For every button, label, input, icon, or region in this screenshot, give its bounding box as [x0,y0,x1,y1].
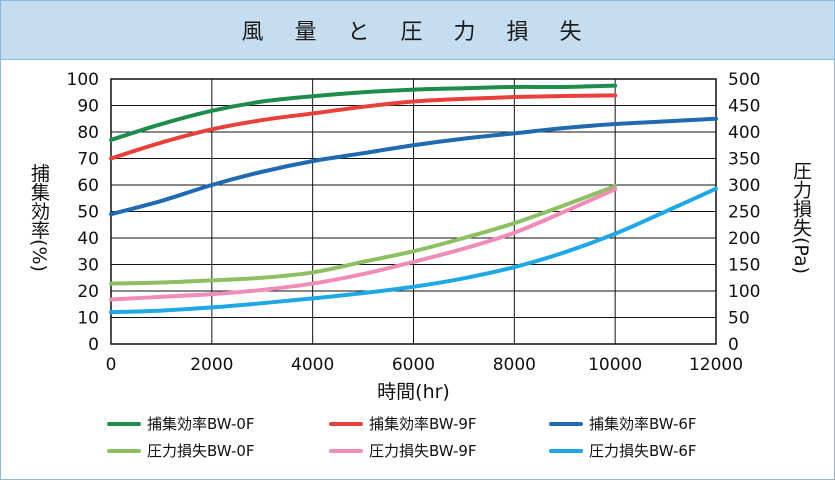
y-right-tick-label: 200 [728,229,760,249]
y-right-tick-label: 500 [728,70,760,90]
legend-item: 圧力損失BW-9F [329,442,477,460]
grid [111,79,716,344]
x-tick-label: 6000 [392,355,435,375]
series-line-5 [109,187,618,302]
legend-label: 圧力損失BW-9F [369,442,477,460]
legend-item: 圧力損失BW-0F [107,442,255,460]
chart-title: 風 量 と 圧 力 損 失 [241,20,594,45]
y-left-tick-label: 40 [77,229,99,249]
x-tick-label: 12000 [689,355,743,375]
legend-label: 圧力損失BW-6F [589,442,697,460]
y-right-axis-label: 圧力損失(Pa) [790,161,812,274]
y-right-tick-label: 100 [728,282,760,302]
legend-item: 捕集効率BW-6F [549,415,697,433]
y-right-tick-label: 150 [728,256,760,276]
legend-label: 捕集効率BW-0F [147,415,255,433]
y-left-tick-label: 10 [77,309,99,329]
legend-label: 圧力損失BW-0F [147,442,255,460]
y-left-tick-label: 70 [77,150,99,170]
series-line-6 [109,186,718,315]
y-right-tick-label: 400 [728,123,760,143]
x-ticks: 0 2000 4000 6000 8000 10000 12000 [106,355,743,375]
y-right-ticks: 0 50 100 150 200 250 300 350 400 450 500 [728,70,760,355]
y-right-tick-label: 300 [728,176,760,196]
title-bar: 風 量 と 圧 力 損 失 [1,1,834,60]
y-right-tick-label: 50 [728,309,750,329]
y-left-tick-label: 80 [77,123,99,143]
x-tick-label: 0 [106,355,117,375]
series-line-4 [109,184,618,286]
x-tick-label: 10000 [588,355,642,375]
y-left-ticks: 0 10 20 30 40 50 60 70 80 90 100 [67,70,99,355]
x-axis-label: 時間(hr) [377,381,450,403]
legend-item: 捕集効率BW-0F [107,415,255,433]
series-lines [109,83,718,315]
legend-label: 捕集効率BW-9F [369,415,477,433]
series-line-2 [109,93,618,161]
y-left-axis-label: 捕集効率(%) [28,163,50,272]
y-right-tick-label: 250 [728,203,760,223]
y-left-tick-label: 0 [88,335,99,355]
y-left-tick-label: 50 [77,203,99,223]
y-right-tick-label: 0 [728,335,739,355]
y-left-tick-label: 20 [77,282,99,302]
y-left-tick-label: 100 [67,70,99,90]
y-left-tick-label: 60 [77,176,99,196]
y-left-tick-label: 30 [77,256,99,276]
x-tick-label: 2000 [190,355,233,375]
x-tick-label: 8000 [493,355,536,375]
legend: 捕集効率BW-0F 捕集効率BW-9F 捕集効率BW-6F 圧力損失BW-0F 圧力損失… [107,415,697,460]
y-left-tick-label: 90 [77,97,99,117]
y-right-tick-label: 450 [728,97,760,117]
series-line-3 [109,116,718,217]
legend-item: 捕集効率BW-9F [329,415,477,433]
series-line-1 [109,83,618,142]
y-right-tick-label: 350 [728,150,760,170]
x-tick-label: 4000 [291,355,334,375]
legend-item: 圧力損失BW-6F [549,442,697,460]
plot-border [110,78,717,345]
legend-label: 捕集効率BW-6F [589,415,697,433]
